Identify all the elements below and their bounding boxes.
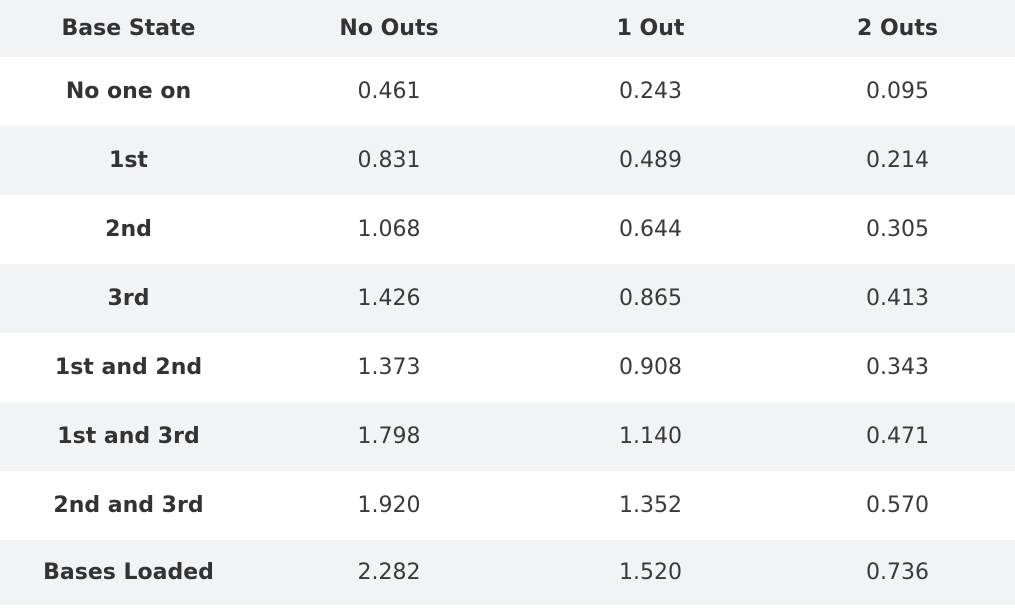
table-row: 1st 0.831 0.489 0.214 <box>0 126 1015 195</box>
base-state-cell: 2nd and 3rd <box>53 493 204 518</box>
no-outs-cell: 1.068 <box>357 217 421 242</box>
one-out-cell: 0.865 <box>619 286 682 311</box>
two-outs-cell: 0.095 <box>866 79 929 104</box>
table-row: 2nd and 3rd 1.920 1.352 0.570 <box>0 471 1015 540</box>
header-no-outs: No Outs <box>339 16 439 41</box>
base-state-cell: 1st <box>109 148 148 173</box>
two-outs-cell: 0.471 <box>866 424 929 449</box>
table-row: 3rd 1.426 0.865 0.413 <box>0 264 1015 333</box>
no-outs-cell: 0.461 <box>357 79 421 104</box>
two-outs-cell: 0.570 <box>866 493 929 518</box>
two-outs-cell: 0.214 <box>866 148 929 173</box>
no-outs-cell: 0.831 <box>357 148 421 173</box>
no-outs-cell: 1.920 <box>357 493 421 518</box>
base-state-cell: 3rd <box>107 286 150 311</box>
one-out-cell: 0.489 <box>619 148 682 173</box>
no-outs-cell: 1.426 <box>357 286 421 311</box>
table-body: No one on 0.461 0.243 0.095 1st 0.831 0.… <box>0 57 1015 605</box>
table-row: 1st and 2nd 1.373 0.908 0.343 <box>0 333 1015 402</box>
no-outs-cell: 1.373 <box>357 355 421 380</box>
one-out-cell: 0.644 <box>619 217 682 242</box>
one-out-cell: 1.140 <box>619 424 682 449</box>
table-row: No one on 0.461 0.243 0.095 <box>0 57 1015 126</box>
table-row: 2nd 1.068 0.644 0.305 <box>0 195 1015 264</box>
base-state-cell: 2nd <box>105 217 152 242</box>
header-row: Base State No Outs 1 Out 2 Outs <box>0 0 1015 57</box>
base-state-cell: No one on <box>65 79 192 104</box>
header-2-outs: 2 Outs <box>857 16 938 41</box>
header-1-out: 1 Out <box>616 16 685 41</box>
table-header: Base State No Outs 1 Out 2 Outs <box>0 0 1015 57</box>
one-out-cell: 1.520 <box>619 560 682 585</box>
one-out-cell: 1.352 <box>619 493 682 518</box>
table-row: 1st and 3rd 1.798 1.140 0.471 <box>0 402 1015 471</box>
table-row: Bases Loaded 2.282 1.520 0.736 <box>0 540 1015 605</box>
no-outs-cell: 1.798 <box>357 424 421 449</box>
base-state-cell: Bases Loaded <box>43 560 214 585</box>
two-outs-cell: 0.343 <box>866 355 929 380</box>
base-state-cell: 1st and 3rd <box>57 424 200 449</box>
one-out-cell: 0.243 <box>619 79 682 104</box>
one-out-cell: 0.908 <box>619 355 682 380</box>
two-outs-cell: 0.736 <box>866 560 929 585</box>
two-outs-cell: 0.305 <box>866 217 929 242</box>
base-state-cell: 1st and 2nd <box>54 355 203 380</box>
two-outs-cell: 0.413 <box>866 286 929 311</box>
header-base-state: Base State <box>61 16 196 41</box>
no-outs-cell: 2.282 <box>357 560 421 585</box>
